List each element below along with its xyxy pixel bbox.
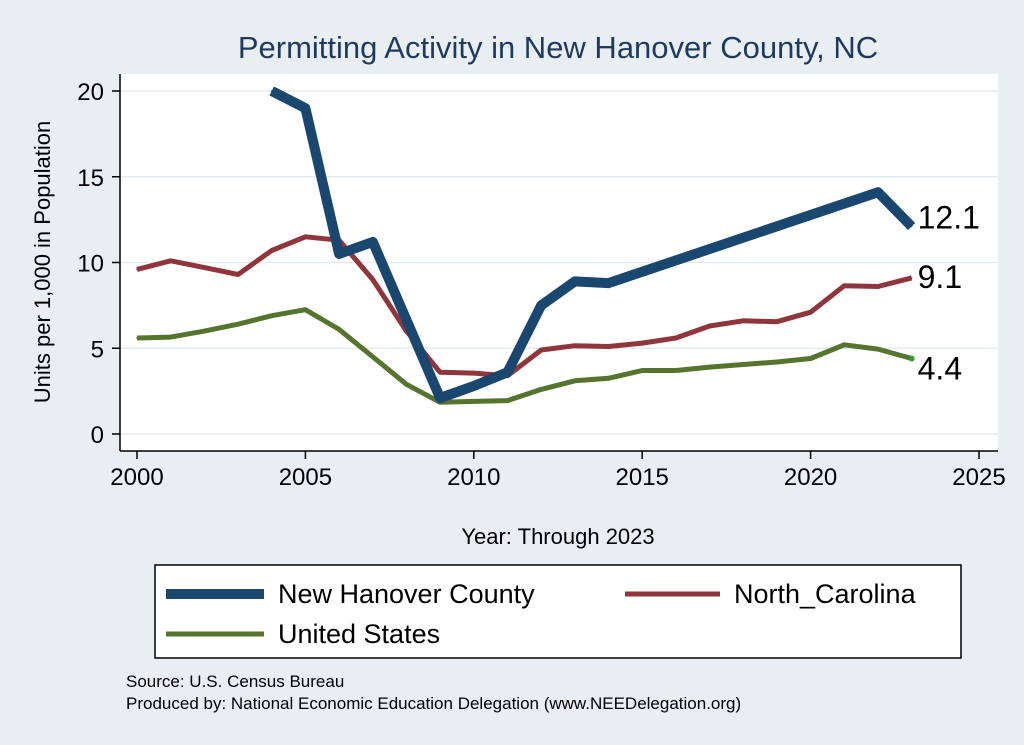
data-point: [304, 235, 307, 238]
data-point: [270, 90, 273, 92]
data-point: [506, 399, 509, 402]
y-tick-label: 5: [91, 336, 104, 363]
legend-label-1: North_Carolina: [734, 579, 917, 609]
data-point: [371, 241, 374, 243]
source-note: Source: U.S. Census Bureau: [126, 672, 344, 691]
data-point: [405, 383, 408, 386]
data-point: [910, 225, 913, 228]
data-point: [304, 107, 307, 109]
data-point: [607, 377, 610, 380]
data-point: [910, 277, 913, 279]
data-point: [540, 388, 542, 391]
data-point: [843, 344, 846, 346]
x-axis-title: Year: Through 2023: [461, 524, 654, 549]
series-line-0: [269, 86, 916, 403]
end-labels: 12.1 9.1 4.4: [918, 199, 980, 386]
data-point: [776, 320, 778, 323]
data-point: [776, 361, 778, 363]
end-label-0: 12.1: [918, 199, 980, 235]
produced-by-note: Produced by: National Economic Education…: [126, 694, 741, 713]
data-point: [136, 268, 138, 271]
data-point: [371, 356, 374, 358]
end-label-1: 9.1: [918, 259, 962, 295]
data-point: [203, 266, 206, 269]
data-point: [574, 380, 576, 382]
data-point: [574, 344, 576, 347]
data-point: [338, 253, 340, 255]
y-tick-label: 20: [77, 79, 104, 106]
data-point: [607, 345, 610, 348]
legend-label-2: United States: [278, 619, 440, 649]
data-point: [304, 308, 307, 311]
data-point: [708, 366, 711, 368]
data-point: [270, 249, 273, 252]
data-point: [675, 337, 677, 339]
data-point: [270, 314, 273, 317]
data-point: [473, 385, 475, 387]
end-label-2: 4.4: [918, 351, 962, 387]
data-point: [843, 284, 846, 287]
data-point: [473, 372, 475, 374]
x-tick-label: 2005: [279, 464, 332, 491]
legend: New Hanover County North_Carolina United S…: [166, 579, 917, 649]
series-line-2: [136, 307, 913, 405]
us-end-marker: [908, 355, 915, 362]
data-point: [540, 349, 542, 351]
data-point: [877, 285, 879, 288]
data-point: [877, 191, 879, 193]
series-lines: [136, 86, 916, 405]
axes: 0 5 10 15 20 2000 2005 2010 2015 2020 2025: [77, 74, 1006, 491]
data-point: [809, 311, 812, 314]
data-point: [742, 363, 745, 366]
y-tick-label: 0: [91, 422, 104, 449]
data-point: [641, 342, 643, 344]
data-point: [506, 371, 509, 374]
data-point: [371, 278, 374, 281]
data-point: [641, 369, 643, 372]
x-tick-label: 2015: [616, 464, 669, 491]
data-point: [136, 337, 138, 339]
y-axis-title: Units per 1,000 in Population: [30, 121, 55, 404]
data-point: [809, 357, 812, 360]
x-tick-label: 2010: [447, 464, 500, 491]
data-point: [439, 397, 441, 399]
y-tick-label: 10: [77, 251, 104, 278]
data-point: [338, 328, 340, 331]
data-point: [877, 348, 879, 350]
x-tick-label: 2025: [952, 464, 1005, 491]
data-point: [574, 280, 576, 283]
data-point: [203, 330, 206, 332]
x-tick-label: 2020: [784, 464, 837, 491]
x-tick-label: 2000: [110, 464, 163, 491]
chart-title: Permitting Activity in New Hanover Count…: [238, 30, 878, 65]
data-point: [540, 304, 542, 307]
legend-label-0: New Hanover County: [278, 579, 535, 609]
data-point: [439, 371, 441, 374]
data-point: [607, 282, 610, 284]
data-point: [237, 323, 239, 326]
legend-box: [154, 564, 962, 659]
y-tick-label: 15: [77, 165, 104, 192]
data-point: [742, 320, 745, 322]
data-point: [237, 273, 239, 276]
series-line-1: [136, 234, 913, 379]
data-point: [708, 325, 711, 327]
data-point: [169, 336, 172, 338]
data-point: [473, 400, 475, 403]
data-point: [169, 259, 172, 262]
data-point: [675, 369, 677, 372]
